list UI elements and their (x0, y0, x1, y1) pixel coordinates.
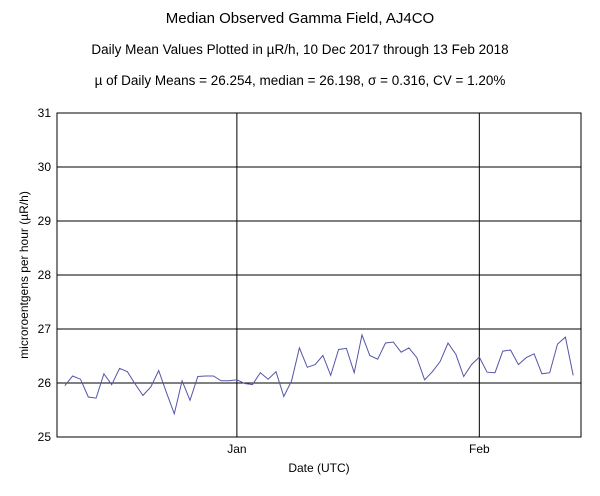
x-tick-label: Feb (469, 442, 490, 456)
plot-frame (56, 112, 582, 438)
grid-lines (57, 112, 581, 438)
x-axis-label: Date (UTC) (288, 461, 349, 475)
chart-stats-line: µ of Daily Means = 26.254, median = 26.1… (94, 73, 506, 88)
x-tick-labels: Jan Feb (227, 442, 490, 456)
y-tick-label: 26 (38, 376, 52, 390)
y-tick-label: 31 (38, 106, 52, 120)
y-axis-label: microroentgens per hour (µR/h) (17, 191, 31, 359)
y-tick-label: 27 (38, 322, 52, 336)
y-tick-label: 29 (38, 214, 52, 228)
y-tick-label: 30 (38, 160, 52, 174)
chart-title: Median Observed Gamma Field, AJ4CO (165, 10, 435, 27)
y-tick-label: 25 (38, 430, 52, 444)
x-tick-label: Jan (227, 442, 246, 456)
data-series (64, 333, 574, 416)
chart-subtitle: Daily Mean Values Plotted in µR/h, 10 De… (91, 42, 509, 57)
series-line (64, 333, 574, 416)
y-tick-label: 28 (38, 268, 52, 282)
y-tick-labels: 25 26 27 28 29 30 31 (38, 106, 52, 444)
